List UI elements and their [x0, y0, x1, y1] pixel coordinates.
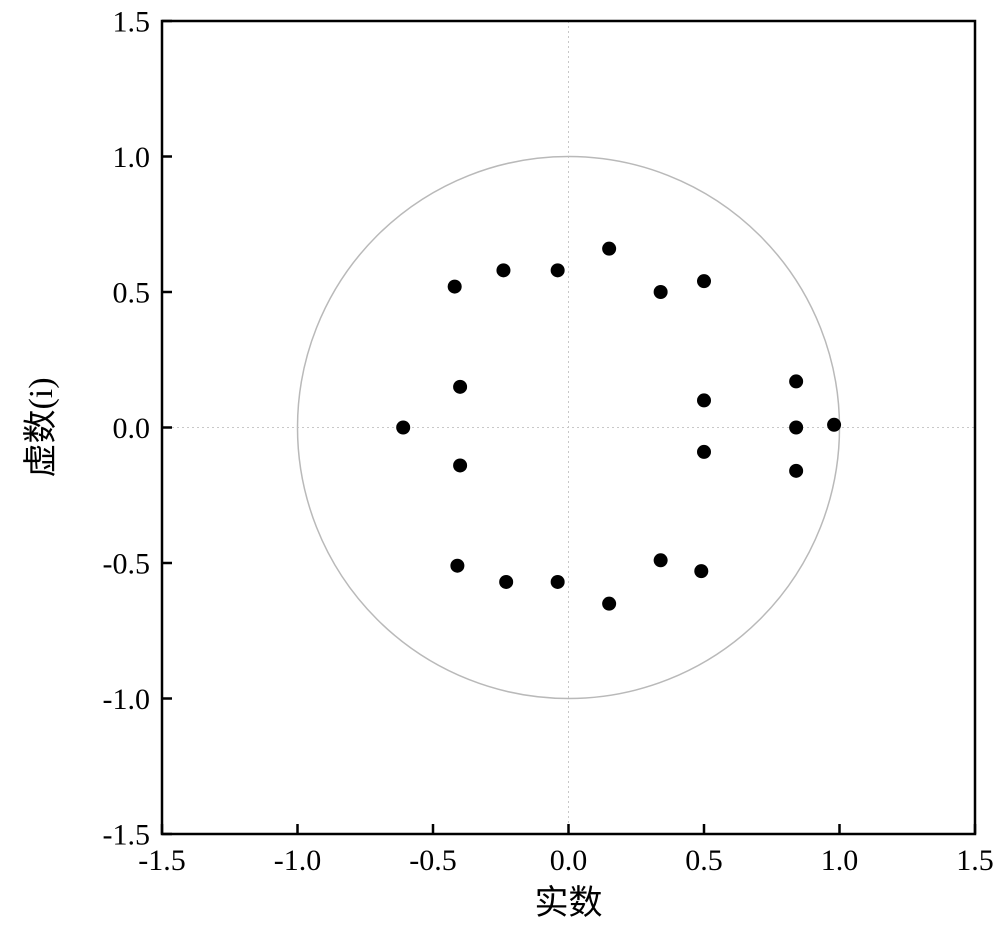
data-point — [551, 263, 565, 277]
x-tick-label: 1.0 — [821, 844, 859, 877]
y-tick-label: 0.5 — [113, 277, 151, 310]
y-tick-label: 0.0 — [113, 412, 151, 445]
data-point — [697, 445, 711, 459]
y-tick-label: 1.5 — [113, 6, 151, 39]
y-tick-label: -1.0 — [103, 683, 151, 716]
data-point — [654, 553, 668, 567]
data-point — [697, 393, 711, 407]
x-tick-label: 0.5 — [685, 844, 723, 877]
data-point — [789, 421, 803, 435]
chart-container: { "chart": { "type": "scatter", "width_p… — [0, 0, 1000, 937]
data-point — [396, 421, 410, 435]
data-point — [827, 418, 841, 432]
data-point — [602, 242, 616, 256]
data-point — [453, 380, 467, 394]
data-point — [453, 458, 467, 472]
data-point — [654, 285, 668, 299]
data-point — [789, 374, 803, 388]
data-point — [551, 575, 565, 589]
data-point — [697, 274, 711, 288]
scatter-chart: -1.5-1.0-0.50.00.51.01.5-1.5-1.0-0.50.00… — [0, 0, 1000, 937]
data-point — [499, 575, 513, 589]
x-axis-label: 实数 — [535, 884, 603, 922]
x-tick-label: -1.0 — [274, 844, 322, 877]
x-tick-label: -0.5 — [409, 844, 457, 877]
chart-background — [0, 0, 1000, 937]
data-point — [448, 280, 462, 294]
data-point — [694, 564, 708, 578]
y-tick-label: -0.5 — [103, 548, 151, 581]
data-point — [450, 559, 464, 573]
data-point — [789, 464, 803, 478]
data-point — [496, 263, 510, 277]
data-point — [602, 597, 616, 611]
x-tick-label: 1.5 — [956, 844, 994, 877]
x-tick-label: 0.0 — [550, 844, 588, 877]
y-tick-label: -1.5 — [103, 819, 151, 852]
y-axis-label: 虚数(i) — [22, 377, 60, 477]
y-tick-label: 1.0 — [113, 141, 151, 174]
